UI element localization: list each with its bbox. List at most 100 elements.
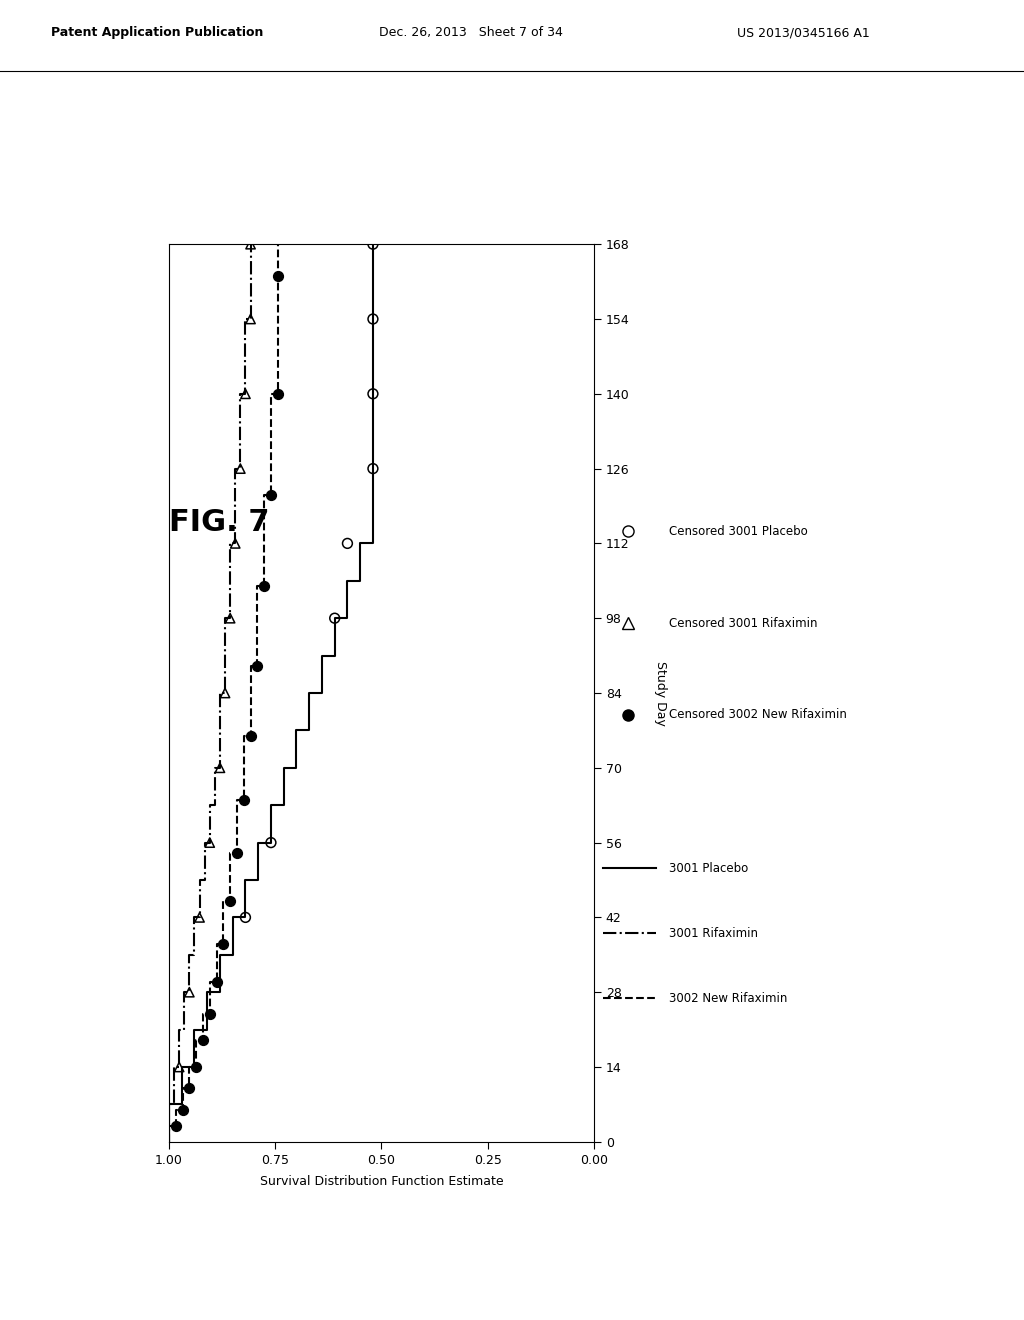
3001 Rifaximin [209, 760, 221, 776]
3001 Rifaximin [214, 760, 226, 776]
3002 New Rifaximin [245, 727, 257, 743]
3002 New Rifaximin [238, 792, 250, 808]
Text: Dec. 26, 2013   Sheet 7 of 34: Dec. 26, 2013 Sheet 7 of 34 [379, 26, 563, 40]
Point [168, 1115, 184, 1137]
3001 Placebo [175, 1059, 187, 1074]
Point [181, 1078, 198, 1100]
3001 Rifaximin [224, 536, 237, 552]
3001 Rifaximin [219, 610, 231, 626]
Text: Censored 3002 New Rifaximin: Censored 3002 New Rifaximin [669, 709, 847, 722]
3001 Placebo [367, 273, 379, 289]
3001 Placebo [303, 685, 315, 701]
Point [249, 656, 265, 677]
3002 New Rifaximin [258, 578, 270, 594]
Point [269, 383, 286, 404]
Point [365, 383, 381, 404]
3001 Rifaximin [229, 461, 242, 477]
Point [365, 234, 381, 255]
3002 New Rifaximin [265, 385, 278, 401]
3002 New Rifaximin [271, 236, 284, 252]
Text: Patent Application Publication: Patent Application Publication [51, 26, 263, 40]
3002 New Rifaximin [230, 845, 243, 861]
3001 Rifaximin [199, 834, 211, 850]
Point [188, 1056, 205, 1077]
Line: 3001 Rifaximin: 3001 Rifaximin [169, 244, 251, 1142]
Point [263, 484, 280, 506]
3001 Placebo [367, 498, 379, 513]
Text: FIG. 7: FIG. 7 [169, 508, 269, 537]
3002 New Rifaximin [170, 1102, 182, 1118]
3002 New Rifaximin [271, 268, 284, 284]
3001 Rifaximin [163, 1097, 175, 1113]
3001 Rifaximin [178, 1022, 190, 1038]
3001 Placebo [315, 685, 328, 701]
Point [217, 682, 233, 704]
3001 Placebo [188, 1059, 201, 1074]
3001 Rifaximin [204, 797, 216, 813]
3001 Rifaximin [199, 873, 211, 888]
3001 Rifaximin [188, 946, 201, 962]
Point [243, 725, 259, 746]
3002 New Rifaximin [271, 268, 284, 284]
Point [365, 458, 381, 479]
3001 Placebo [201, 1022, 213, 1038]
Point [256, 576, 272, 597]
Point [238, 383, 254, 404]
Y-axis label: Study Day: Study Day [654, 660, 668, 726]
3001 Placebo [214, 946, 226, 962]
3002 New Rifaximin [224, 845, 237, 861]
Text: 3002 New Rifaximin: 3002 New Rifaximin [669, 991, 787, 1005]
3002 New Rifaximin [245, 659, 257, 675]
3002 New Rifaximin [190, 1032, 203, 1048]
3002 New Rifaximin [217, 936, 229, 952]
3001 Rifaximin [219, 685, 231, 701]
3002 New Rifaximin [163, 1134, 175, 1150]
3001 Placebo [278, 760, 290, 776]
3001 Placebo [329, 648, 341, 664]
Point [174, 1100, 190, 1121]
Text: 3001 Placebo: 3001 Placebo [669, 862, 748, 875]
3001 Rifaximin [240, 385, 252, 401]
3001 Placebo [188, 1022, 201, 1038]
3001 Rifaximin [240, 312, 252, 327]
3002 New Rifaximin [163, 1118, 175, 1134]
3001 Rifaximin [178, 985, 190, 1001]
3001 Placebo [240, 909, 252, 925]
3002 New Rifaximin [230, 792, 243, 808]
Point [202, 832, 218, 853]
3001 Placebo [367, 385, 379, 401]
Text: US 2013/0345166 A1: US 2013/0345166 A1 [737, 26, 870, 40]
3001 Placebo [291, 760, 303, 776]
3001 Placebo [240, 873, 252, 888]
3001 Rifaximin [168, 1059, 180, 1074]
Point [202, 1003, 218, 1024]
3001 Placebo [175, 1097, 187, 1113]
3001 Rifaximin [209, 797, 221, 813]
3002 New Rifaximin [204, 1006, 216, 1022]
3002 New Rifaximin [197, 1006, 209, 1022]
Point [365, 309, 381, 330]
3001 Rifaximin [194, 909, 206, 925]
3001 Placebo [367, 424, 379, 440]
3001 Placebo [201, 985, 213, 1001]
3001 Placebo [367, 312, 379, 327]
Point [208, 972, 224, 993]
Point [212, 758, 228, 779]
Point [191, 907, 208, 928]
Text: Censored 3001 Rifaximin: Censored 3001 Rifaximin [669, 616, 817, 630]
3001 Placebo [252, 873, 264, 888]
3001 Placebo [226, 909, 239, 925]
3002 New Rifaximin [204, 974, 216, 990]
3001 Rifaximin [234, 385, 247, 401]
Point [269, 265, 286, 286]
3001 Rifaximin [245, 312, 257, 327]
3001 Placebo [367, 348, 379, 364]
3001 Rifaximin [234, 461, 247, 477]
3001 Placebo [278, 797, 290, 813]
3001 Rifaximin [245, 236, 257, 252]
3001 Rifaximin [194, 873, 206, 888]
Line: 3001 Placebo: 3001 Placebo [169, 244, 373, 1142]
Point [263, 832, 280, 853]
Line: 3002 New Rifaximin: 3002 New Rifaximin [169, 244, 278, 1142]
3001 Placebo [163, 1097, 175, 1113]
